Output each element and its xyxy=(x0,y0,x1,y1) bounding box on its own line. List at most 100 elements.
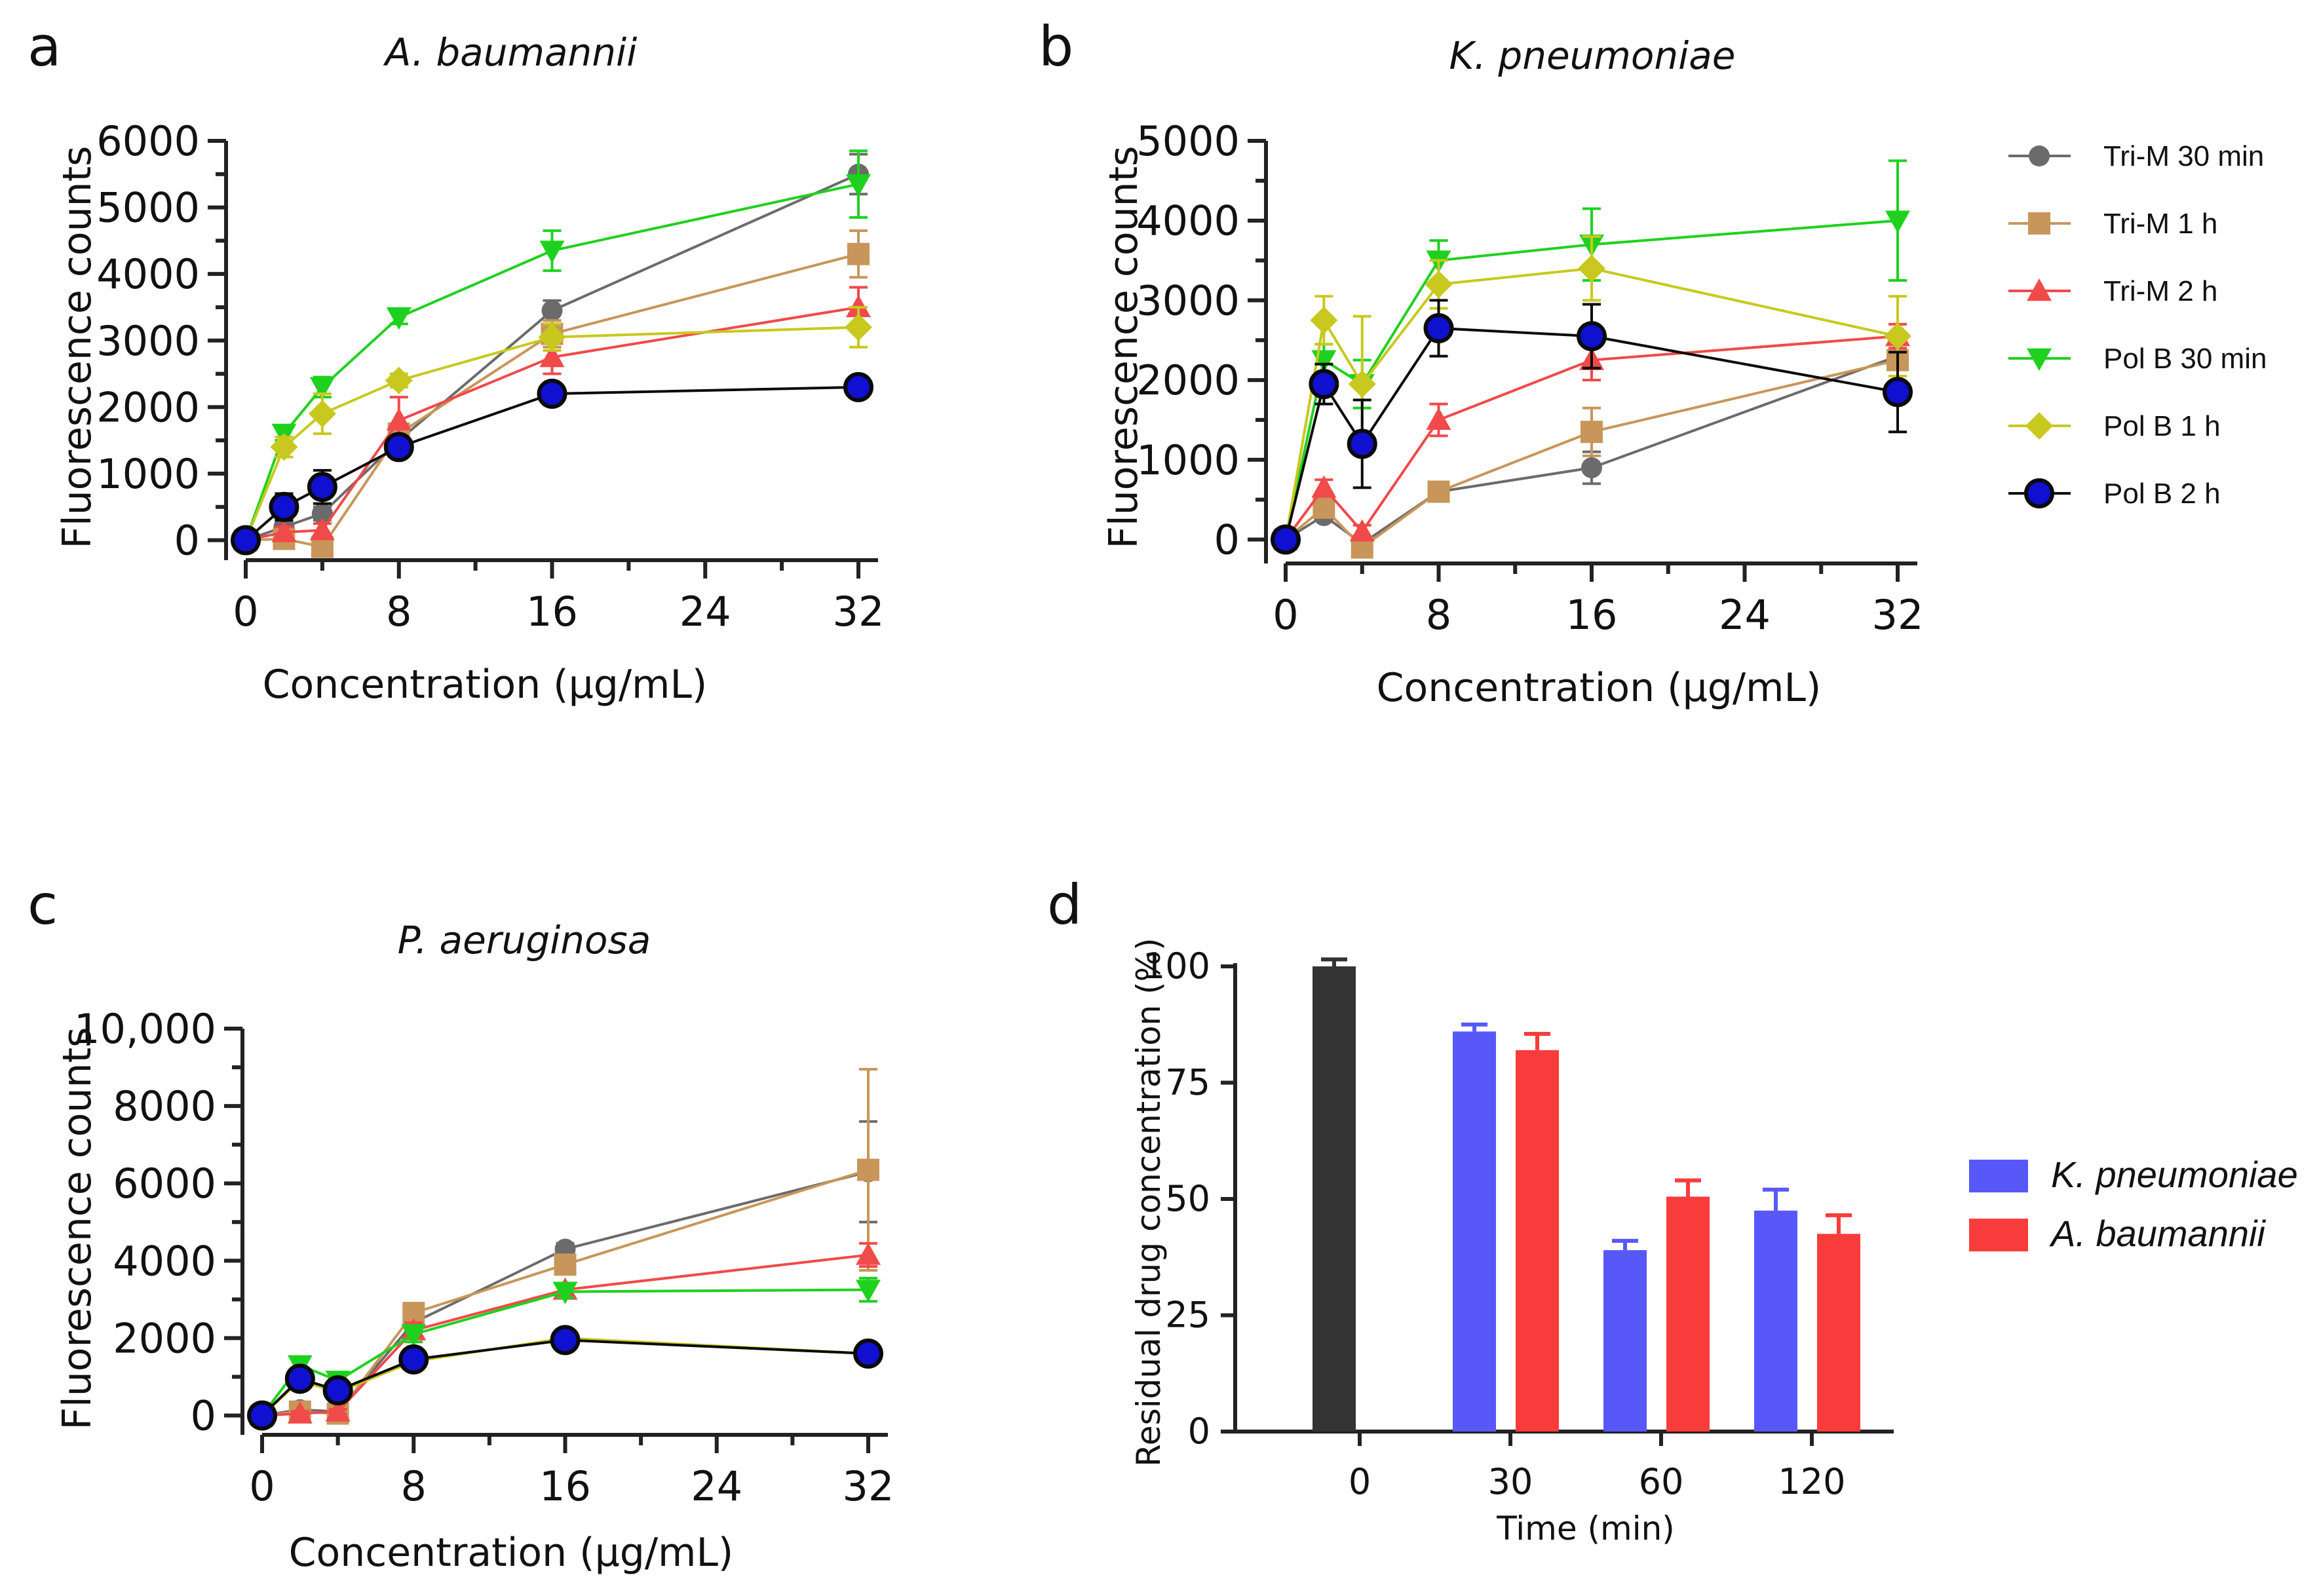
data-point xyxy=(550,1325,581,1356)
series-line xyxy=(244,326,859,541)
data-point xyxy=(539,345,565,368)
x-tick-label: 8 xyxy=(1426,591,1451,639)
data-point xyxy=(271,520,297,542)
y-tick-label: 50 xyxy=(1165,1178,1210,1219)
x-tick-label: 0 xyxy=(1273,591,1298,639)
data-point xyxy=(554,1253,577,1276)
legend-marker xyxy=(2027,348,2052,371)
y-tick-label: 75 xyxy=(1165,1062,1210,1103)
legend-marker xyxy=(2028,212,2050,235)
legend-label: Pol B 1 h xyxy=(2103,410,2221,442)
error-bar xyxy=(1461,1022,1487,1032)
bar xyxy=(1666,1196,1710,1432)
series-pol-b-2-h xyxy=(247,1325,883,1431)
bar xyxy=(1453,1031,1496,1432)
legend-item: K. pneumoniae xyxy=(1969,1154,2298,1195)
data-point xyxy=(1348,370,1376,398)
data-point xyxy=(1884,322,1911,351)
plot-c: 0 2000 4000 6000 8000 10,000 0 8 16 24 32 xyxy=(74,1005,894,1510)
legend-label: A. baumannii xyxy=(2049,1213,2266,1254)
data-point xyxy=(309,518,335,541)
panel-letter-b: b xyxy=(1039,14,1073,79)
x-tick-label: 24 xyxy=(1719,591,1771,639)
legend-item: A. baumannii xyxy=(1969,1213,2266,1254)
legend-bars: K. pneumoniae A. baumannii xyxy=(1969,1154,2298,1254)
y-tick-label: 5000 xyxy=(96,184,200,232)
legend-label: Tri-M 1 h xyxy=(2103,208,2217,240)
y-tick-label: 25 xyxy=(1165,1295,1210,1336)
data-point xyxy=(311,503,333,524)
legend-marker xyxy=(2029,145,2050,166)
data-point xyxy=(552,1282,578,1304)
panel-a-ylabel: Fluorescence counts xyxy=(54,146,100,549)
data-point xyxy=(307,472,337,503)
data-point xyxy=(1349,519,1375,542)
plot-a: 0 1000 2000 3000 4000 5000 6000 0 8 16 24 32 xyxy=(96,117,884,636)
panel-c-ylabel: Fluorescence counts xyxy=(54,1027,100,1430)
data-point xyxy=(843,371,873,402)
y-tick-label: 0 xyxy=(1188,1411,1210,1452)
x-tick-label: 0 xyxy=(249,1462,275,1510)
x-tick-label: 0 xyxy=(233,588,258,636)
x-tick-label: 16 xyxy=(526,588,578,636)
data-point xyxy=(1425,271,1453,299)
panel-letter-d: d xyxy=(1047,873,1082,937)
bar xyxy=(1817,1234,1860,1432)
x-tick-label: 32 xyxy=(843,1462,894,1510)
x-tick-label: 8 xyxy=(401,1462,427,1510)
series-pol-b-1-h xyxy=(1272,235,1911,554)
error-bar xyxy=(1675,1178,1701,1197)
data-point xyxy=(1581,421,1603,444)
data-point xyxy=(541,300,563,322)
legend-item: Pol B 30 min xyxy=(2008,343,2267,375)
legend-label: Pol B 2 h xyxy=(2103,478,2221,510)
legend-label: Tri-M 30 min xyxy=(2103,140,2264,172)
legend-swatch xyxy=(1969,1160,2028,1192)
y-tick-label: 3000 xyxy=(96,317,200,365)
plot-d: 0 25 50 75 100 0 30 60 120 xyxy=(1143,945,1894,1502)
legend-item: Pol B 2 h xyxy=(2008,478,2221,510)
legend-marker xyxy=(2027,278,2052,301)
y-tick-label: 2000 xyxy=(1136,356,1240,404)
panel-b-xlabel: Concentration (μg/mL) xyxy=(1377,665,1822,711)
data-point xyxy=(853,1339,883,1369)
y-tick-label: 8000 xyxy=(113,1082,216,1130)
data-point xyxy=(1313,496,1335,519)
data-point xyxy=(539,240,565,263)
data-point xyxy=(856,1242,881,1265)
panel-c-xlabel: Concentration (μg/mL) xyxy=(289,1530,734,1576)
data-point xyxy=(383,432,414,463)
data-point xyxy=(386,408,412,430)
data-point xyxy=(398,1344,429,1375)
y-tick-label: 2000 xyxy=(113,1314,216,1362)
panel-d-ylabel: Residual drug concentration (%) xyxy=(1130,938,1168,1466)
y-tick-label: 4000 xyxy=(96,250,200,298)
data-point xyxy=(847,242,870,265)
panel-letter-c: c xyxy=(28,873,58,937)
panel-a-xlabel: Concentration (μg/mL) xyxy=(263,662,708,708)
x-tick-label: 16 xyxy=(1566,591,1618,639)
data-point xyxy=(538,323,566,351)
x-tick-label: 24 xyxy=(691,1462,742,1510)
legend-item: Pol B 1 h xyxy=(2008,410,2221,442)
data-point xyxy=(287,1401,313,1424)
x-tick-label: 120 xyxy=(1778,1461,1845,1502)
error-bar xyxy=(1524,1031,1550,1050)
data-point xyxy=(856,1280,881,1302)
data-point xyxy=(846,174,871,197)
x-tick-label: 32 xyxy=(833,588,885,636)
x-tick-label: 16 xyxy=(539,1462,591,1510)
legend-item: Tri-M 2 h xyxy=(2008,275,2217,307)
error-bar xyxy=(1826,1213,1852,1234)
y-tick-label: 1000 xyxy=(1136,436,1240,484)
bar xyxy=(1313,966,1356,1432)
legend-label: K. pneumoniae xyxy=(2051,1154,2298,1195)
legend-marker xyxy=(2024,478,2054,508)
y-tick-label: 1000 xyxy=(96,450,200,498)
x-tick-label: 60 xyxy=(1639,1461,1684,1502)
data-point xyxy=(385,366,413,394)
bar xyxy=(1754,1210,1797,1432)
data-point xyxy=(1885,210,1910,233)
x-tick-label: 30 xyxy=(1488,1461,1533,1502)
